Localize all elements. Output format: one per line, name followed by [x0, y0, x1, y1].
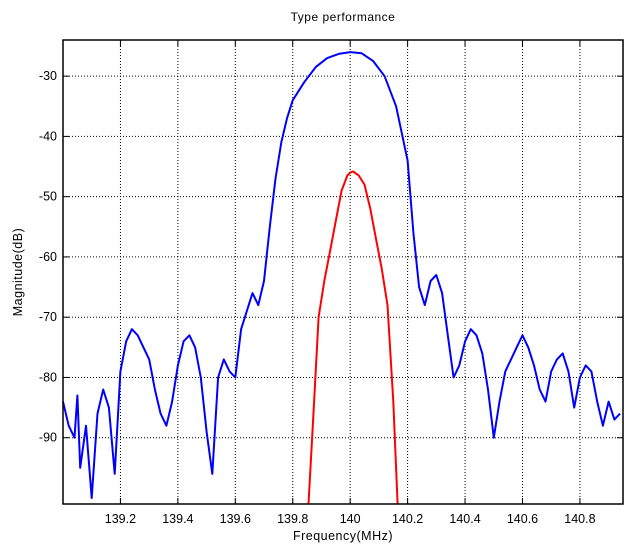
y-axis-label: Magnitude(dB): [11, 228, 25, 317]
x-tick-label: 139.8: [277, 512, 308, 526]
ticks: [63, 40, 623, 504]
series-line-0: [62, 51, 621, 499]
y-tick-label: -80: [39, 370, 57, 384]
x-tick-label: 140: [340, 512, 361, 526]
x-tick-label: 140.6: [507, 512, 538, 526]
y-tick-label: -30: [39, 69, 57, 83]
chart-title: Type performance: [291, 10, 396, 24]
series-group: [62, 51, 621, 505]
x-tick-labels: 139.2 139.4 139.6 139.8 140 140.2 140.4 140.6 14…: [105, 512, 596, 526]
y-tick-label: -90: [39, 431, 57, 445]
x-tick-label: 139.6: [220, 512, 251, 526]
series-line-1: [307, 170, 399, 505]
y-tick-label: -70: [39, 310, 57, 324]
y-tick-label: -60: [39, 250, 57, 264]
x-axis-label: Frequency(MHz): [293, 529, 393, 543]
x-tick-label: 139.2: [105, 512, 136, 526]
grid: [63, 40, 623, 504]
plot-frame: [62, 39, 624, 505]
x-tick-label: 140.4: [449, 512, 480, 526]
x-tick-label: 139.4: [162, 512, 193, 526]
x-tick-label: 140.2: [392, 512, 423, 526]
y-tick-label: -40: [39, 129, 57, 143]
y-tick-labels: -30 -40 -50 -60 -70 -80 -90: [39, 69, 57, 445]
y-tick-label: -50: [39, 190, 57, 204]
x-tick-label: 140.8: [564, 512, 595, 526]
